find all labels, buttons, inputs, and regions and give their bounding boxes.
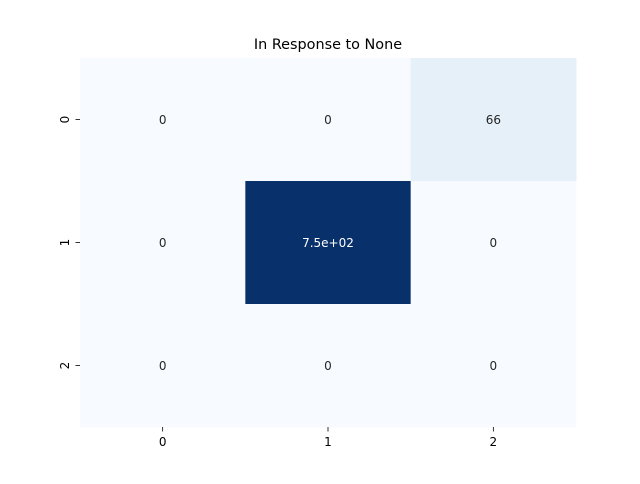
heatmap-cell-0-1 [245,58,412,182]
heatmap-cell-1-1 [245,181,412,305]
chart-title: In Response to None [254,37,402,53]
x-tick-label: 0 [159,435,167,449]
x-tick-label: 1 [324,435,332,449]
heatmap-cell-2-2 [410,304,577,428]
heatmap-cell-label-1-2: 0 [490,236,498,250]
y-tick-label: 0 [58,116,72,124]
heatmap-cell-label-1-0: 0 [159,236,167,250]
heatmap-cell-label-0-2: 66 [486,113,501,127]
y-axis: 0 1 2 [58,116,80,370]
heatmap-cell-label-1-1: 7.5e+02 [302,236,354,250]
heatmap-cell-label-2-2: 0 [490,359,498,373]
heatmap-cell-label-2-1: 0 [324,359,332,373]
heatmap-cells [80,58,577,428]
y-tick-label: 1 [58,239,72,247]
heatmap-cell-label-2-0: 0 [159,359,167,373]
heatmap-cell-label-0-0: 0 [159,113,167,127]
x-tick-label: 2 [490,435,498,449]
x-axis: 0 1 2 [159,427,497,449]
y-tick-label: 2 [58,362,72,370]
heatmap-cell-2-0 [80,304,246,428]
heatmap-cell-label-0-1: 0 [324,113,332,127]
heatmap-cell-2-1 [245,304,412,428]
heatmap-cell-1-0 [80,181,246,305]
heatmap-cell-labels: 0 0 66 0 7.5e+02 0 0 0 0 [159,113,501,373]
heatmap-cell-0-2 [410,58,577,182]
heatmap-cell-0-0 [80,58,246,182]
heatmap-cell-1-2 [410,181,577,305]
